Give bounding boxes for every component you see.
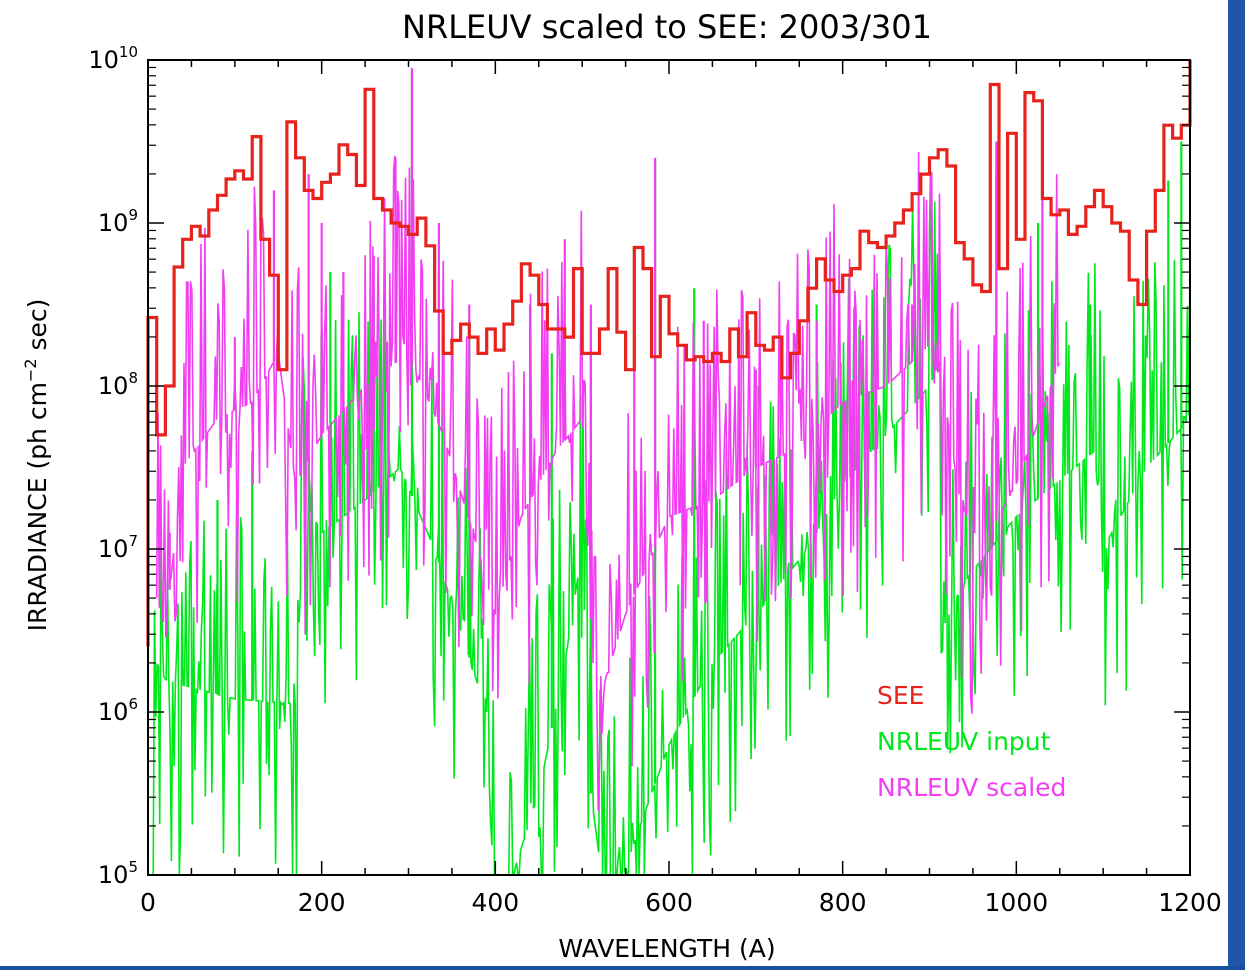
y-tick-label: 109 xyxy=(98,206,138,237)
legend-item-see: SEE xyxy=(877,681,924,710)
svg-text:IRRADIANCE (ph cm−2 sec): IRRADIANCE (ph cm−2 sec) xyxy=(21,299,52,632)
y-tick-label: 107 xyxy=(98,532,138,563)
x-tick-label: 0 xyxy=(140,888,156,917)
series-line xyxy=(155,151,1061,811)
see-step-line xyxy=(146,60,1192,647)
y-axis-label-exponent: −2 xyxy=(21,358,40,382)
series-see xyxy=(146,60,1192,647)
legend-item-nrleuv-scaled: NRLEUV scaled xyxy=(877,773,1066,802)
y-axis-label-main: IRRADIANCE (ph cm xyxy=(23,382,52,631)
x-tick-label: 600 xyxy=(645,888,693,917)
x-tick-label: 200 xyxy=(298,888,346,917)
series-layer xyxy=(146,60,1192,876)
x-tick-label: 1000 xyxy=(985,888,1049,917)
legend: SEE NRLEUV input NRLEUV scaled xyxy=(877,681,1066,802)
y-axis-label: IRRADIANCE (ph cm−2 sec) xyxy=(21,299,52,632)
legend-item-nrleuv-input: NRLEUV input xyxy=(877,727,1051,756)
x-tick-label: 400 xyxy=(471,888,519,917)
x-tick-label: 1200 xyxy=(1158,888,1222,917)
y-tick-label: 105 xyxy=(98,858,138,889)
y-axis-label-unit: sec) xyxy=(23,299,52,359)
axes-layer: 0 200 400 600 800 1000 1200 105 106 107 108 109 1010 xyxy=(88,43,1221,917)
y-tick-label: 1010 xyxy=(88,43,138,74)
y-tick-label: 108 xyxy=(98,369,138,400)
x-tick-label: 800 xyxy=(819,888,867,917)
y-tick-label: 106 xyxy=(98,695,138,726)
right-border xyxy=(1228,0,1245,966)
chart-title: NRLEUV scaled to SEE: 2003/301 xyxy=(402,8,932,46)
x-axis-label: WAVELENGTH (A) xyxy=(558,934,775,963)
